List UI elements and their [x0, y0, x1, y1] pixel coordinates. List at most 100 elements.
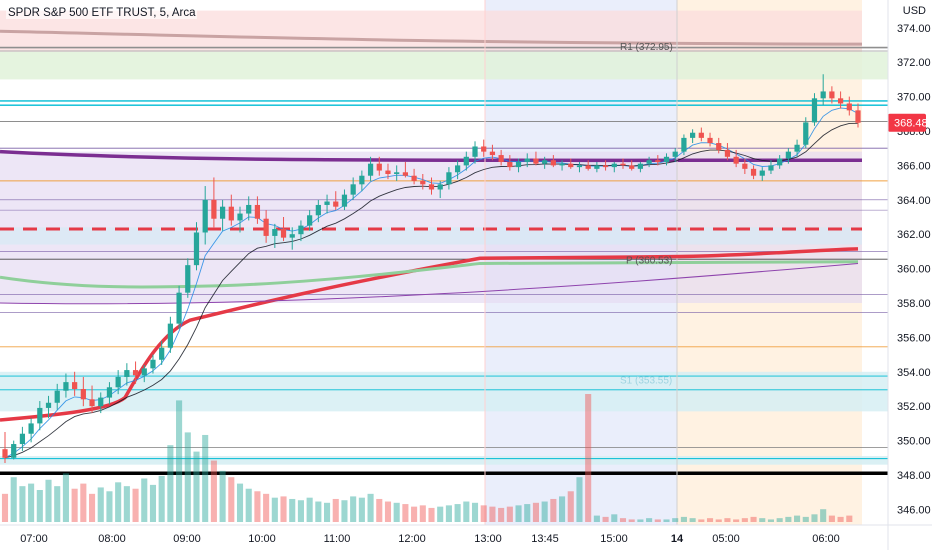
- candle[interactable]: [724, 143, 731, 161]
- candle[interactable]: [289, 227, 295, 250]
- candle[interactable]: [324, 194, 330, 214]
- candle[interactable]: [533, 151, 539, 166]
- candle[interactable]: [446, 167, 452, 190]
- candle[interactable]: [681, 134, 687, 156]
- candle[interactable]: [498, 149, 504, 166]
- candle[interactable]: [19, 426, 26, 451]
- candle[interactable]: [437, 180, 443, 199]
- candle[interactable]: [211, 177, 217, 228]
- candle[interactable]: [620, 158, 626, 169]
- candle[interactable]: [611, 161, 617, 173]
- candle[interactable]: [80, 376, 86, 407]
- candle[interactable]: [750, 165, 757, 180]
- candle[interactable]: [655, 155, 661, 166]
- candle[interactable]: [855, 103, 861, 128]
- candle[interactable]: [759, 167, 765, 181]
- candle[interactable]: [777, 155, 783, 169]
- candle[interactable]: [411, 168, 417, 185]
- candle[interactable]: [402, 161, 408, 178]
- last-price-tag[interactable]: [888, 113, 926, 132]
- candle[interactable]: [11, 440, 17, 460]
- candle[interactable]: [455, 160, 461, 180]
- candle[interactable]: [768, 160, 774, 174]
- candle[interactable]: [106, 382, 113, 405]
- candle[interactable]: [742, 158, 748, 174]
- candle[interactable]: [481, 139, 487, 157]
- candle[interactable]: [846, 96, 852, 116]
- candle[interactable]: [707, 132, 713, 147]
- candle[interactable]: [820, 74, 826, 106]
- candle[interactable]: [585, 160, 591, 171]
- candle[interactable]: [202, 186, 208, 245]
- candle[interactable]: [167, 316, 173, 353]
- candle[interactable]: [507, 155, 513, 171]
- candle[interactable]: [672, 148, 678, 162]
- candle[interactable]: [602, 160, 609, 171]
- candle[interactable]: [568, 158, 574, 169]
- candle[interactable]: [341, 189, 348, 211]
- candle[interactable]: [463, 151, 469, 171]
- candle[interactable]: [45, 395, 52, 419]
- candle[interactable]: [385, 163, 391, 180]
- candle[interactable]: [350, 177, 356, 200]
- candle[interactable]: [237, 206, 243, 233]
- candle[interactable]: [132, 361, 139, 384]
- candle[interactable]: [333, 191, 339, 211]
- candle[interactable]: [263, 210, 269, 243]
- candle[interactable]: [594, 161, 600, 173]
- candle[interactable]: [246, 196, 252, 221]
- candle[interactable]: [394, 165, 400, 181]
- candle[interactable]: [228, 194, 234, 226]
- candle[interactable]: [733, 149, 739, 168]
- candle[interactable]: [629, 160, 635, 171]
- candle[interactable]: [28, 418, 34, 443]
- candle[interactable]: [272, 223, 278, 248]
- candle[interactable]: [803, 117, 809, 149]
- candle[interactable]: [219, 199, 226, 231]
- candle[interactable]: [811, 93, 818, 126]
- candle[interactable]: [141, 364, 147, 383]
- candle[interactable]: [646, 156, 652, 168]
- candle[interactable]: [185, 258, 191, 298]
- candle[interactable]: [637, 161, 644, 173]
- candle[interactable]: [115, 370, 121, 395]
- candle[interactable]: [785, 148, 791, 164]
- candle[interactable]: [193, 222, 200, 271]
- candle[interactable]: [63, 373, 69, 398]
- candle[interactable]: [89, 385, 95, 414]
- candle[interactable]: [716, 137, 722, 154]
- candle[interactable]: [37, 401, 43, 431]
- candle[interactable]: [376, 156, 382, 176]
- candle[interactable]: [559, 160, 565, 171]
- candle[interactable]: [72, 371, 78, 396]
- candle[interactable]: [542, 156, 548, 169]
- candle[interactable]: [698, 127, 704, 142]
- candle[interactable]: [524, 153, 530, 168]
- candle[interactable]: [829, 86, 835, 104]
- candle[interactable]: [254, 196, 261, 224]
- candle[interactable]: [690, 129, 696, 144]
- candle[interactable]: [515, 158, 522, 173]
- candle[interactable]: [315, 199, 321, 223]
- candle[interactable]: [489, 144, 496, 161]
- candle[interactable]: [367, 156, 374, 181]
- candle[interactable]: [159, 340, 165, 365]
- candle[interactable]: [98, 392, 104, 414]
- candle[interactable]: [472, 141, 478, 164]
- candle[interactable]: [280, 217, 287, 242]
- candle[interactable]: [176, 285, 182, 329]
- candle[interactable]: [124, 363, 130, 386]
- candle[interactable]: [420, 174, 426, 190]
- candle[interactable]: [307, 210, 313, 231]
- candle[interactable]: [359, 170, 365, 192]
- candle[interactable]: [2, 432, 8, 463]
- candle[interactable]: [54, 383, 60, 410]
- candle[interactable]: [837, 91, 844, 109]
- candle[interactable]: [298, 220, 304, 242]
- candle[interactable]: [150, 354, 156, 374]
- candle[interactable]: [794, 139, 800, 157]
- candle[interactable]: [550, 155, 556, 168]
- candle[interactable]: [428, 177, 435, 195]
